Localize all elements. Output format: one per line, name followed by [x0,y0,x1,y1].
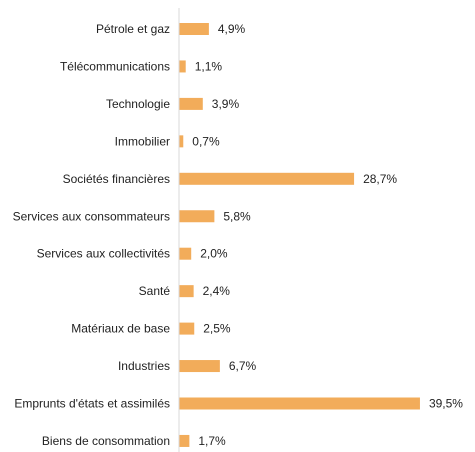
category-label: Emprunts d'états et assimilés [14,397,170,411]
category-label: Matériaux de base [71,322,170,336]
bar-6 [179,247,192,260]
value-label: 28,7% [363,172,397,186]
category-label: Biens de consommation [42,434,170,448]
value-label: 5,8% [223,209,251,223]
value-label: 1,7% [198,434,226,448]
value-label: 2,0% [200,247,228,261]
bars-group [179,23,420,447]
value-labels-group: 4,9% 1,1% 3,9% 0,7% 28,7% 5,8% 2,0% 2,4% 2,5% 6,7… [192,22,463,448]
bar-1 [179,60,186,73]
bar-8 [179,322,195,335]
category-labels-group: Pétrole et gaz Télécommunications Technolo… [13,22,171,448]
category-label: Immobilier [115,134,170,148]
bar-9 [179,360,220,373]
bar-10 [179,397,420,410]
category-label: Technologie [106,97,170,111]
value-label: 6,7% [229,359,257,373]
category-label: Télécommunications [60,59,170,73]
bar-4 [179,172,355,185]
value-label: 0,7% [192,134,220,148]
value-label: 2,5% [203,322,231,336]
bar-0 [179,23,209,35]
category-label: Services aux collectivités [37,247,170,261]
category-label: Sociétés financières [63,172,170,186]
category-label: Santé [139,284,171,298]
bar-11 [179,434,190,447]
bar-5 [179,210,215,223]
bar-2 [179,97,203,110]
value-label: 2,4% [203,284,231,298]
category-label: Pétrole et gaz [96,22,170,36]
value-label: 4,9% [218,22,246,36]
value-label: 1,1% [195,59,223,73]
bar-3 [179,135,184,148]
value-label: 39,5% [429,397,463,411]
category-label: Services aux consommateurs [13,209,170,223]
category-label: Industries [118,359,170,373]
value-label: 3,9% [212,97,240,111]
bar-7 [179,285,194,298]
